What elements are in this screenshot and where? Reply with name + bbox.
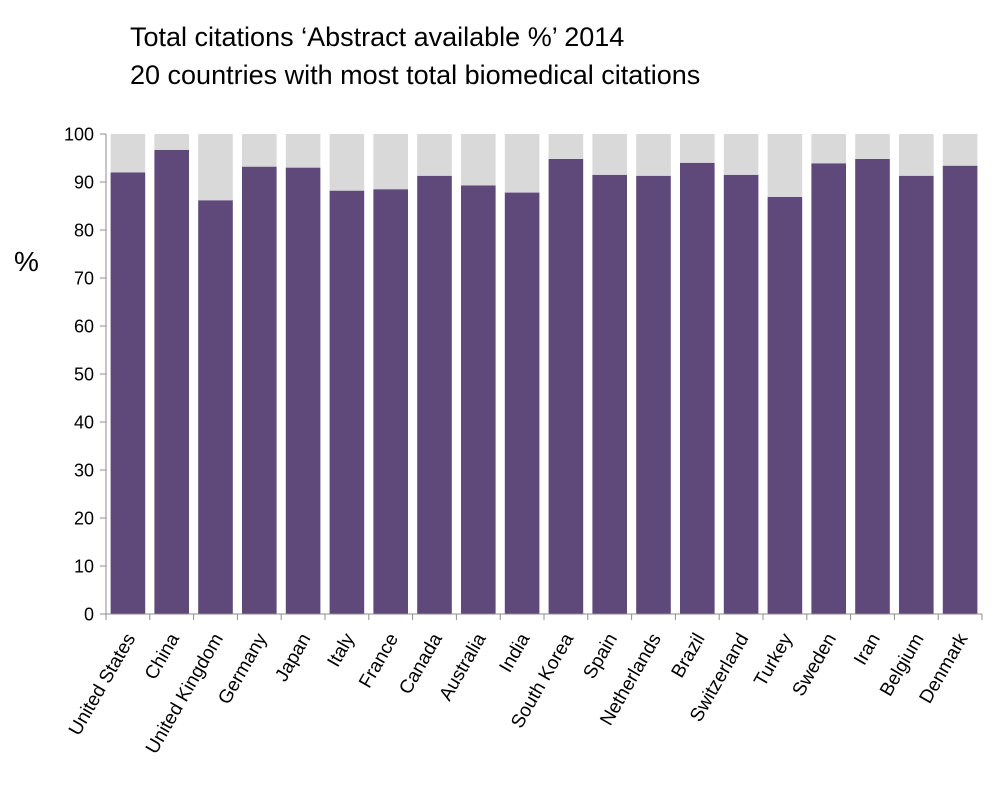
- bar-abstract-available-sweden: [811, 163, 846, 614]
- x-tick-label: Turkey: [750, 630, 797, 691]
- bar-remainder-brazil: [680, 134, 715, 163]
- bar-remainder-belgium: [899, 134, 934, 176]
- bar-remainder-switzerland: [723, 134, 759, 175]
- bar-remainder-spain: [592, 134, 627, 175]
- bar-abstract-available-united-kingdom: [198, 200, 233, 615]
- y-tick-label: 40: [74, 413, 94, 433]
- bar-abstract-available-india: [504, 192, 540, 614]
- y-tick-label: 80: [74, 221, 94, 241]
- y-tick-label: 90: [74, 173, 94, 193]
- bar-remainder-france: [373, 134, 408, 190]
- y-tick-label: 70: [74, 269, 94, 289]
- bar-remainder-turkey: [767, 134, 803, 197]
- y-tick-label: 50: [74, 365, 94, 385]
- bar-abstract-available-france: [373, 189, 408, 614]
- x-tick-label: France: [355, 630, 403, 692]
- bar-abstract-available-brazil: [680, 162, 715, 615]
- y-tick-label: 60: [74, 317, 94, 337]
- x-tick-label: India: [496, 630, 535, 677]
- bar-remainder-canada: [417, 134, 452, 176]
- chart-subtitle: 20 countries with most total biomedical …: [130, 60, 701, 90]
- bar-abstract-available-italy: [329, 190, 365, 614]
- bar-abstract-available-china: [154, 149, 189, 614]
- bar-remainder-iran: [855, 134, 890, 159]
- x-tick-label: China: [141, 630, 184, 684]
- bar-remainder-japan: [285, 134, 321, 168]
- bar-abstract-available-turkey: [767, 196, 803, 614]
- bar-abstract-available-japan: [285, 167, 321, 614]
- bar-abstract-available-denmark: [942, 165, 978, 614]
- y-tick-label: 100: [64, 125, 94, 145]
- y-tick-label: 20: [74, 509, 94, 529]
- x-tick-label: Iran: [850, 630, 885, 669]
- y-tick-label: 0: [84, 605, 94, 625]
- bar-remainder-united-kingdom: [198, 134, 233, 201]
- bar-abstract-available-south-korea: [548, 158, 584, 614]
- bar-remainder-australia: [461, 134, 496, 186]
- bar-remainder-germany: [242, 134, 277, 167]
- bar-abstract-available-spain: [592, 174, 627, 615]
- bar-remainder-south-korea: [548, 134, 584, 159]
- bar-remainder-united-states: [110, 134, 146, 173]
- bar-remainder-china: [154, 134, 189, 150]
- chart-title: Total citations ‘Abstract available %’ 2…: [130, 22, 625, 52]
- bars-layer: [110, 134, 978, 615]
- bar-abstract-available-netherlands: [636, 175, 671, 614]
- bar-abstract-available-australia: [461, 185, 496, 615]
- bar-abstract-available-switzerland: [723, 174, 759, 615]
- bar-remainder-sweden: [811, 134, 846, 164]
- bar-abstract-available-iran: [855, 158, 890, 614]
- y-axis-label: %: [14, 246, 39, 277]
- bar-remainder-netherlands: [636, 134, 671, 176]
- bar-remainder-denmark: [942, 134, 978, 166]
- chart-title-block: Total citations ‘Abstract available %’ 2…: [130, 18, 700, 94]
- bar-abstract-available-germany: [242, 166, 277, 614]
- x-tick-label: Spain: [580, 630, 622, 683]
- x-tick-label: Japan: [271, 630, 315, 685]
- x-tick-label: Italy: [324, 630, 360, 671]
- y-tick-label: 30: [74, 461, 94, 481]
- y-tick-label: 10: [74, 557, 94, 577]
- bar-abstract-available-canada: [417, 175, 452, 614]
- bar-remainder-italy: [329, 134, 365, 191]
- x-tick-label: Brazil: [668, 630, 710, 682]
- bar-remainder-india: [504, 134, 540, 193]
- bar-abstract-available-belgium: [899, 175, 934, 614]
- bar-abstract-available-united-states: [110, 172, 146, 614]
- x-tick-label: United States: [65, 630, 140, 739]
